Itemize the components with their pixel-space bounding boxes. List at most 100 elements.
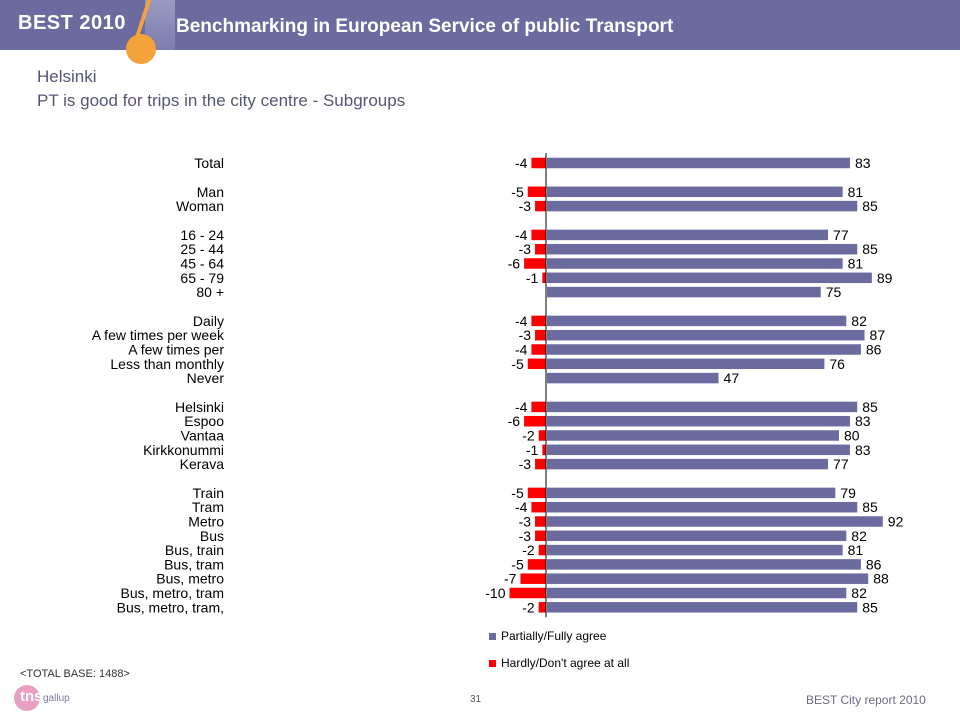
disagree-bar	[524, 415, 546, 427]
category-label: Bus, train	[165, 542, 224, 558]
agree-value-label: 81	[848, 184, 864, 200]
agree-value-label: 77	[833, 227, 849, 243]
logo-gallup-text: gallup	[43, 693, 70, 704]
agree-bar	[547, 516, 883, 527]
disagree-value-label: -3	[519, 456, 532, 472]
city-title: Helsinki	[37, 67, 97, 86]
agree-bar	[547, 186, 843, 198]
disagree-bar	[535, 200, 546, 212]
total-base-note: <TOTAL BASE: 1488>	[20, 668, 130, 680]
banner-title: Benchmarking in European Service of publ…	[176, 16, 674, 37]
category-label: Less than monthly	[110, 356, 224, 372]
agree-value-label: 85	[862, 241, 878, 257]
agree-value-label: 80	[844, 428, 860, 444]
disagree-value-label: -6	[508, 413, 521, 429]
agree-value-label: 92	[888, 514, 904, 530]
agree-value-label: 82	[851, 585, 867, 601]
tns-gallup-logo: tns gallup	[14, 685, 74, 713]
disagree-value-label: -3	[519, 514, 532, 530]
disagree-bar	[531, 229, 546, 241]
agree-value-label: 83	[855, 442, 871, 458]
disagree-bar	[509, 587, 546, 599]
disagree-value-label: -4	[515, 499, 528, 515]
agree-value-label: 88	[873, 571, 889, 587]
agree-value-label: 83	[855, 155, 871, 171]
disagree-value-label: -4	[515, 313, 528, 329]
disagree-value-label: -4	[515, 399, 528, 415]
category-label: Bus, metro, tram,	[117, 599, 224, 615]
disagree-value-label: -10	[485, 585, 505, 601]
category-label: Bus, metro	[156, 571, 224, 587]
chart-subtitle: PT is good for trips in the city centre …	[37, 91, 406, 110]
agree-bar	[547, 530, 847, 542]
disagree-value-label: -1	[526, 442, 539, 458]
category-label: 65 - 79	[180, 270, 224, 286]
agree-value-label: 77	[833, 456, 849, 472]
agree-value-label: 85	[862, 499, 878, 515]
disagree-bar	[535, 243, 546, 255]
category-label: Vantaa	[181, 428, 225, 444]
footer-report-label: BEST City report 2010	[806, 693, 926, 707]
agree-bar	[547, 358, 825, 370]
header-banner: BEST 2010 Benchmarking in European Servi…	[0, 0, 960, 64]
category-label: Daily	[193, 313, 224, 329]
agree-bar	[547, 243, 858, 255]
disagree-value-label: -7	[504, 571, 517, 587]
agree-value-label: 85	[862, 599, 878, 615]
disagree-bar	[538, 602, 546, 613]
disagree-bar	[538, 544, 546, 556]
agree-bar	[547, 372, 719, 384]
agree-value-label: 85	[862, 399, 878, 415]
category-label: A few times per week	[92, 327, 225, 343]
category-label: Kirkkonummi	[143, 442, 224, 458]
agree-value-label: 47	[724, 370, 740, 386]
agree-value-label: 85	[862, 198, 878, 214]
category-label: Tram	[192, 499, 224, 515]
agree-bar	[547, 272, 872, 284]
category-label: 45 - 64	[180, 256, 224, 272]
category-label: Metro	[188, 514, 224, 530]
disagree-bar	[524, 258, 546, 269]
agree-value-label: 82	[851, 313, 867, 329]
agree-bar	[547, 329, 865, 341]
disagree-value-label: -5	[511, 356, 524, 372]
agree-value-label: 76	[829, 356, 845, 372]
category-label: Man	[197, 184, 224, 200]
category-label: 80 +	[196, 284, 224, 300]
page-number: 31	[470, 694, 482, 705]
agree-bar	[547, 286, 821, 298]
agree-bar	[547, 401, 858, 413]
agree-bar	[547, 157, 850, 169]
disagree-bar	[535, 329, 546, 341]
agree-value-label: 89	[877, 270, 893, 286]
category-label: 16 - 24	[180, 227, 224, 243]
agree-bar	[547, 344, 861, 355]
accent-dot	[126, 34, 156, 64]
agree-bar	[547, 200, 858, 212]
agree-bar	[547, 501, 858, 513]
agree-value-label: 81	[848, 542, 864, 558]
disagree-bar	[531, 401, 546, 413]
agree-value-label: 86	[866, 556, 882, 572]
category-label: Kerava	[180, 456, 225, 472]
category-label: Bus	[200, 528, 224, 544]
disagree-value-label: -3	[519, 241, 532, 257]
agree-value-label: 75	[826, 284, 842, 300]
disagree-bar	[535, 530, 546, 542]
agree-bar	[547, 587, 847, 599]
category-label: Total	[194, 155, 224, 171]
category-label: Woman	[176, 198, 224, 214]
disagree-value-label: -1	[526, 270, 539, 286]
agree-bar	[547, 258, 843, 269]
disagree-value-label: -5	[511, 556, 524, 572]
disagree-bar	[527, 358, 546, 370]
category-label: Bus, tram	[164, 556, 224, 572]
category-label: Espoo	[184, 413, 224, 429]
agree-bar	[547, 544, 843, 556]
disagree-value-label: -3	[519, 198, 532, 214]
agree-bar	[547, 559, 861, 570]
category-label: Never	[187, 370, 225, 386]
disagree-value-label: -3	[519, 528, 532, 544]
legend-swatch-disagree	[489, 660, 496, 667]
